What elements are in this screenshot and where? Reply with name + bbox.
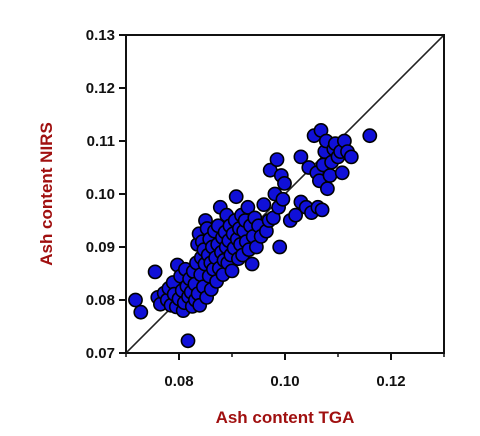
data-point xyxy=(244,256,260,272)
y-tick-label: 0.08 xyxy=(86,292,115,309)
data-points xyxy=(128,122,378,349)
data-point xyxy=(240,199,256,215)
y-tick-label: 0.07 xyxy=(86,345,115,362)
y-tick-label: 0.12 xyxy=(86,80,115,97)
data-point xyxy=(362,128,378,144)
data-point xyxy=(133,304,149,320)
data-point xyxy=(180,333,196,349)
data-point xyxy=(269,152,285,167)
data-point xyxy=(272,239,288,255)
data-point xyxy=(322,168,338,183)
data-point xyxy=(288,207,303,223)
x-tick-label: 0.10 xyxy=(270,373,299,390)
data-point xyxy=(228,189,244,205)
x-axis-title: Ash content TGA xyxy=(216,408,355,427)
axis-ticks: 0.08 0.10 0.12 0.07 0.08 0.09 0.10 0.11 0.12 0.13 xyxy=(86,27,445,390)
data-point xyxy=(275,191,291,207)
data-point xyxy=(147,264,163,280)
data-point xyxy=(224,263,240,279)
data-point xyxy=(277,175,292,191)
data-point xyxy=(334,165,350,181)
y-tick-label: 0.10 xyxy=(86,186,115,203)
data-point xyxy=(319,181,335,197)
x-tick-label: 0.12 xyxy=(376,373,405,390)
y-tick-label: 0.09 xyxy=(86,239,115,256)
x-tick-label: 0.08 xyxy=(164,373,193,390)
data-point xyxy=(293,149,309,165)
y-axis-title: Ash content NIRS xyxy=(37,122,56,266)
y-tick-label: 0.13 xyxy=(86,27,115,44)
data-point xyxy=(128,292,143,308)
y-tick-label: 0.11 xyxy=(87,133,115,150)
data-point xyxy=(314,202,330,218)
data-point xyxy=(343,149,359,165)
data-point xyxy=(256,197,272,212)
